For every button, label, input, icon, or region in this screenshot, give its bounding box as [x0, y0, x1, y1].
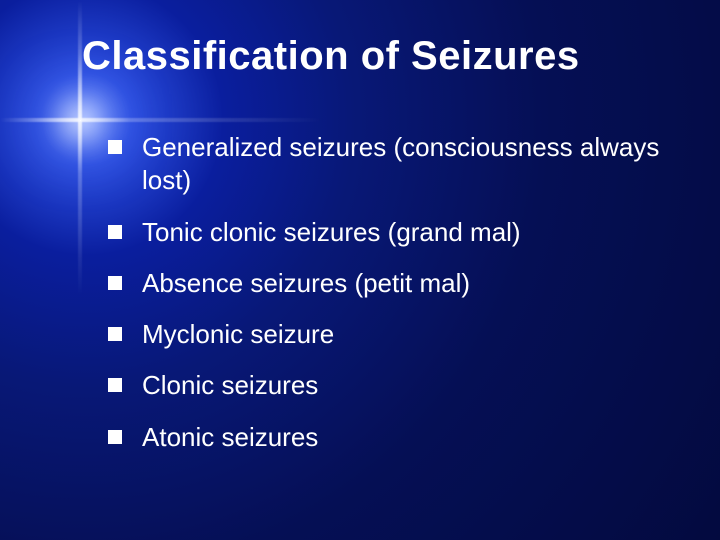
list-item: Absence seizures (petit mal): [108, 267, 665, 300]
slide-content: Classification of Seizures Generalized s…: [0, 0, 720, 540]
square-bullet-icon: [108, 430, 122, 444]
list-item: Generalized seizures (consciousness alwa…: [108, 131, 665, 198]
list-item: Clonic seizures: [108, 369, 665, 402]
square-bullet-icon: [108, 225, 122, 239]
square-bullet-icon: [108, 378, 122, 392]
list-item: Atonic seizures: [108, 421, 665, 454]
square-bullet-icon: [108, 327, 122, 341]
square-bullet-icon: [108, 276, 122, 290]
bullet-list: Generalized seizures (consciousness alwa…: [82, 131, 665, 454]
bullet-text: Generalized seizures (consciousness alwa…: [142, 131, 665, 198]
slide-title: Classification of Seizures: [82, 34, 665, 79]
bullet-text: Myclonic seizure: [142, 318, 334, 351]
bullet-text: Clonic seizures: [142, 369, 318, 402]
slide: Classification of Seizures Generalized s…: [0, 0, 720, 540]
bullet-text: Atonic seizures: [142, 421, 318, 454]
list-item: Myclonic seizure: [108, 318, 665, 351]
list-item: Tonic clonic seizures (grand mal): [108, 216, 665, 249]
square-bullet-icon: [108, 140, 122, 154]
bullet-text: Absence seizures (petit mal): [142, 267, 470, 300]
bullet-text: Tonic clonic seizures (grand mal): [142, 216, 521, 249]
